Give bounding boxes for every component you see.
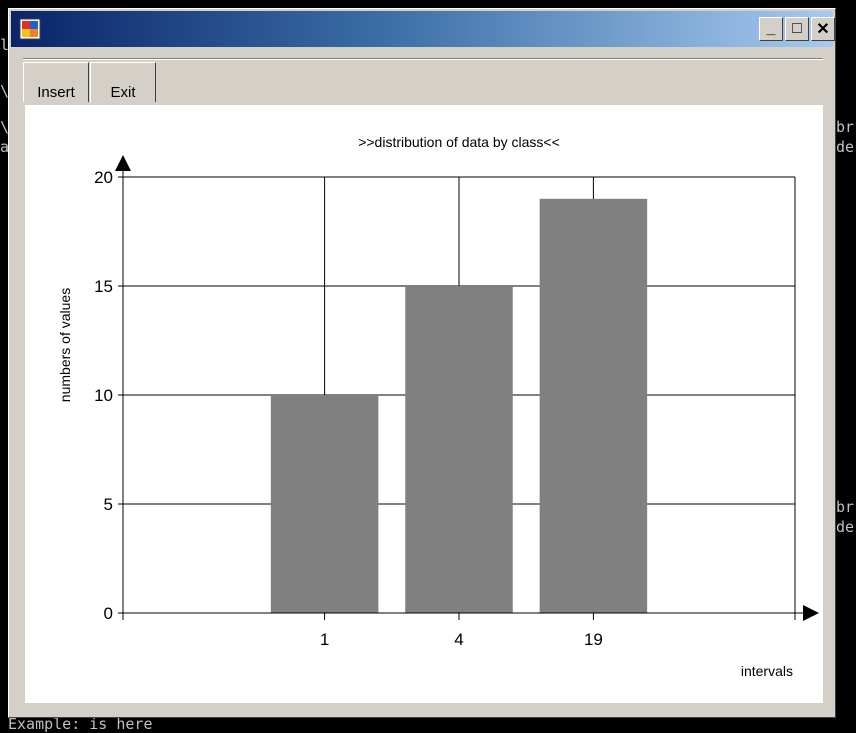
console-fragment: br [836, 118, 855, 136]
title-bar[interactable]: _ □ ✕ [11, 11, 835, 47]
console-fragment: \ [0, 82, 10, 100]
y-tick-label: 0 [104, 604, 113, 623]
y-tick-label: 10 [94, 386, 113, 405]
x-tick-label: 19 [584, 630, 603, 649]
close-icon: ✕ [816, 21, 830, 38]
bar [405, 286, 513, 613]
minimize-icon: _ [766, 20, 776, 37]
minimize-button[interactable]: _ [759, 17, 783, 41]
app-window: _ □ ✕ Insert Exit 1 4 19 0 5 10 15 20 >>distribu… [8, 8, 836, 718]
console-fragment: \ [0, 118, 10, 136]
console-fragment: de [836, 138, 855, 156]
bar-chart: 1 4 19 0 5 10 15 20 >>distribution of data by cl… [57, 134, 819, 679]
y-tick-label: 20 [94, 168, 113, 187]
y-axis-arrow-icon [115, 155, 131, 171]
maximize-button[interactable]: □ [785, 17, 809, 41]
console-fragment: a [0, 138, 10, 156]
console-fragment: de [836, 518, 855, 536]
insert-button[interactable]: Insert [23, 62, 89, 102]
x-axis-label: intervals [741, 663, 793, 679]
maximize-icon: □ [792, 20, 802, 37]
x-tick-label: 1 [320, 630, 329, 649]
y-tick-label: 5 [104, 495, 113, 514]
y-tick-label: 15 [94, 277, 113, 296]
console-fragment: l [0, 36, 10, 54]
bar [270, 395, 379, 613]
app-icon[interactable] [19, 18, 41, 40]
y-axis-label: numbers of values [57, 288, 73, 402]
menu-separator [23, 58, 823, 60]
chart-panel: 1 4 19 0 5 10 15 20 >>distribution of data by cl… [25, 105, 823, 703]
x-axis-arrow-icon [803, 605, 819, 621]
close-button[interactable]: ✕ [811, 17, 835, 41]
chart-title: >>distribution of data by class<< [358, 134, 560, 150]
x-tick-label: 4 [454, 630, 463, 649]
console-fragment: br [836, 498, 855, 516]
bar [539, 198, 648, 614]
exit-button[interactable]: Exit [90, 62, 156, 102]
